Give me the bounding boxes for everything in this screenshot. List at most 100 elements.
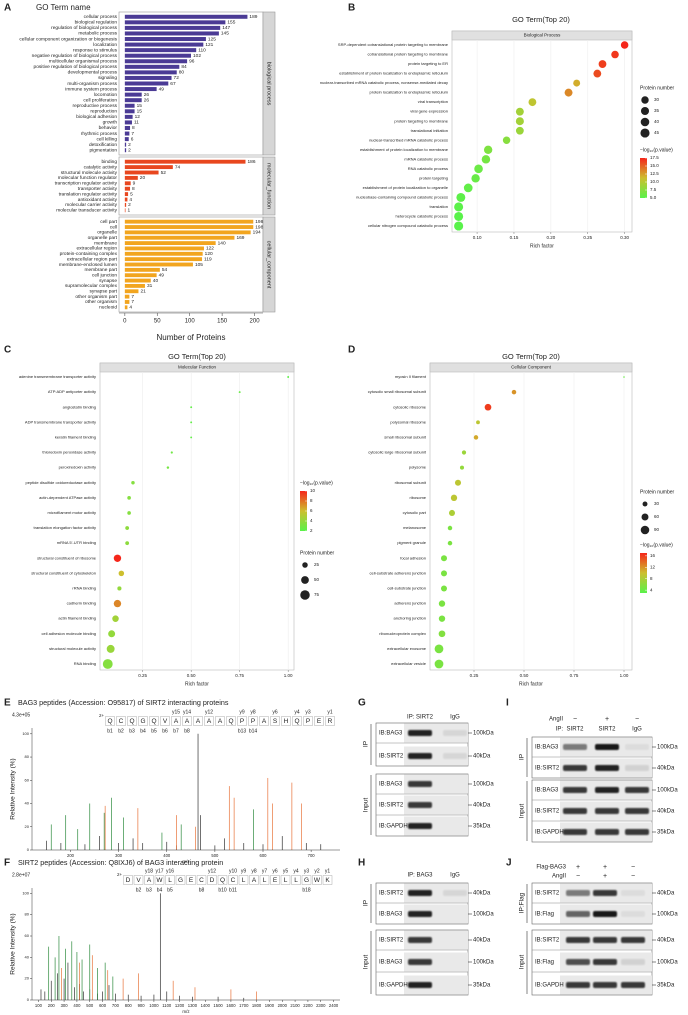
y-ion: y5: [283, 868, 289, 874]
legend-label: 5.0: [650, 195, 657, 200]
bar: [124, 37, 206, 42]
bubble: [438, 630, 446, 638]
bar: [124, 20, 226, 25]
chart-title: BAG3 peptides (Accession: O95817) of SIR…: [18, 698, 229, 707]
category-label: cell adhesion molecule binding: [42, 631, 96, 636]
b-ion: b4: [140, 728, 146, 734]
blot-band: [621, 959, 645, 965]
category-label: antioxidant activity: [78, 197, 118, 203]
condition-sign: −: [573, 716, 577, 723]
residue: L: [284, 877, 288, 884]
bar: [124, 137, 129, 142]
x-tick-label: 300: [115, 853, 123, 858]
category-label: translation regulator activity: [59, 191, 118, 197]
value-label: 15: [137, 103, 143, 109]
bubble: [481, 155, 491, 164]
category-label: molecular carrier activity: [65, 202, 117, 208]
y-tick-label: 20: [25, 976, 30, 981]
y-tick-label: 60: [25, 933, 30, 938]
legend-size-mark: [300, 590, 310, 600]
strip-label: Molecular Function: [178, 365, 217, 370]
x-tick-label: 600: [99, 1003, 107, 1008]
bar: [124, 219, 254, 224]
category-label: anchoring junction: [394, 616, 426, 621]
bubble: [515, 117, 524, 126]
blot-band: [443, 890, 467, 896]
y-ion: y3: [305, 709, 311, 715]
x-tick-label: 1800: [252, 1003, 262, 1008]
bubble: [515, 107, 524, 116]
y-ion: y1: [327, 709, 333, 715]
residue-box: [186, 875, 196, 885]
panel-label: H: [358, 858, 365, 869]
b-ion: b8: [199, 887, 205, 893]
bubble: [112, 615, 119, 622]
y-tick-label: 20: [25, 824, 30, 829]
category-label: protein-containing complex: [60, 251, 118, 257]
size-marker: 40kDa: [473, 754, 491, 760]
y-tick-label: 80: [25, 912, 30, 917]
value-label: 155: [227, 20, 235, 26]
size-marker: 40kDa: [473, 891, 491, 897]
blot-band: [563, 765, 587, 771]
value-label: 2: [128, 202, 131, 208]
legend-title: Protein number: [640, 85, 675, 91]
x-tick-label: 200: [48, 1003, 56, 1008]
value-label: 8: [132, 186, 135, 192]
blot-band: [408, 911, 432, 917]
value-label: 147: [222, 25, 230, 31]
x-tick-label: 0: [123, 319, 127, 325]
chart-title: SIRT2 peptides (Accession: Q8IXJ6) of BA…: [18, 858, 223, 867]
y-ion: y1: [325, 868, 331, 874]
bar: [124, 87, 157, 92]
category-label: myosin II filament: [395, 374, 427, 379]
category-label: adenine transmembrane transporter activi…: [19, 374, 96, 379]
bar: [124, 48, 197, 53]
residue-box: [249, 875, 259, 885]
x-tick-label: 150: [217, 319, 228, 325]
category-label: extracellular region part: [67, 256, 118, 262]
blot-band: [621, 890, 645, 896]
residue-box: [259, 875, 270, 885]
category-label: biological regulation: [75, 20, 118, 26]
bubble: [170, 451, 173, 454]
x-tick-label: 0.25: [138, 673, 147, 678]
legend-size-mark: [640, 128, 650, 138]
x-tick-label: 1300: [188, 1003, 198, 1008]
residue: L: [242, 877, 246, 884]
group-label: biological process: [266, 62, 272, 106]
category-label: cytosolic large ribosomal subunit: [368, 450, 427, 455]
panel-label: J: [506, 858, 512, 869]
category-label: angiostatin binding: [63, 404, 96, 409]
residue-box: [228, 875, 238, 885]
bar: [124, 142, 127, 147]
y-ion: y17: [155, 868, 163, 874]
category-label: other organism part: [75, 294, 117, 300]
legend-title: Protein number: [300, 550, 335, 556]
residue-box: [127, 716, 137, 726]
blot-band: [621, 937, 645, 943]
bubble: [125, 526, 130, 530]
condition-sign: −: [576, 873, 580, 880]
x-tick-label: 200: [67, 853, 75, 858]
value-label: 122: [206, 246, 214, 252]
residue: A: [262, 718, 267, 725]
category-label: cell part: [100, 219, 117, 225]
x-tick-label: 700: [112, 1003, 120, 1008]
panel-label: B: [348, 3, 355, 14]
x-tick-label: 2400: [329, 1003, 339, 1008]
bubble: [238, 391, 241, 394]
residue: S: [273, 718, 278, 725]
value-label: 198: [255, 219, 263, 225]
category-label: heterocycle catabolic process: [396, 214, 448, 219]
legend-label: 2: [310, 528, 313, 533]
residue: E: [273, 877, 278, 884]
category-label: establishment of protein localization to…: [360, 147, 449, 152]
category-label: metabolic process: [78, 31, 117, 37]
blot-band: [408, 730, 432, 736]
category-label: pigmentation: [90, 147, 118, 153]
group-label: IP: [363, 741, 370, 747]
bubble: [471, 174, 480, 183]
blot-band: [625, 829, 649, 835]
bar: [124, 31, 219, 36]
